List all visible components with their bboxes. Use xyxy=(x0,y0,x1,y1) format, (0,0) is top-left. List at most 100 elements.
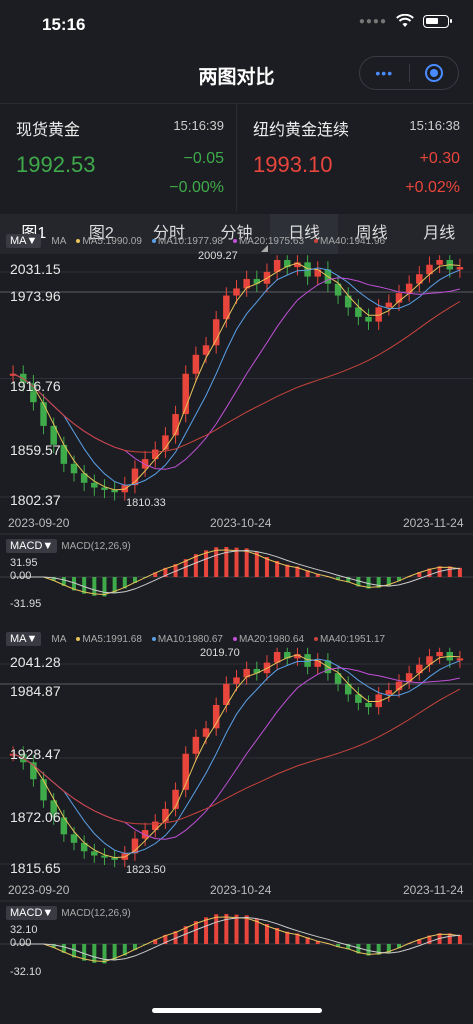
candle-body xyxy=(101,487,108,490)
macd-title: MACD(12,26,9) xyxy=(61,540,131,552)
price-label-3: 1928.47 xyxy=(10,746,61,762)
macd-selector-button[interactable]: MACD▼ xyxy=(6,539,58,553)
macd-bar xyxy=(224,547,229,577)
candle-body xyxy=(273,652,281,663)
ma20-dot xyxy=(232,238,237,243)
macd-bar xyxy=(92,577,97,596)
price-label-4: 1859.57 xyxy=(10,442,61,458)
candle-body xyxy=(162,808,169,822)
price-label-top: 2041.28 xyxy=(10,654,61,670)
tab-daily[interactable]: 日线 xyxy=(270,214,338,254)
tab-weekly[interactable]: 周线 xyxy=(355,225,388,242)
candle-body xyxy=(223,295,230,320)
macd-bar xyxy=(336,944,341,948)
candle-body xyxy=(365,316,372,322)
macd-bar xyxy=(244,548,249,577)
quote-name: 纽约黄金连续 xyxy=(253,122,350,139)
candle-body xyxy=(182,753,189,790)
macd-bar xyxy=(112,944,117,961)
macd-bar xyxy=(183,926,188,944)
macd-bar xyxy=(193,554,198,577)
candle-body xyxy=(355,694,362,703)
macd-legend: MACD▼ MACD(12,26,9) xyxy=(0,537,473,555)
macd-bar xyxy=(264,557,269,577)
candle-body xyxy=(192,736,200,754)
close-button[interactable] xyxy=(410,64,459,82)
quote-time: 15:16:39 xyxy=(173,118,224,133)
period-tabs: 图1 图2 分时 分钟 日线 周线 月线 xyxy=(0,214,473,254)
tab-intraday[interactable]: 分时 xyxy=(152,225,185,242)
quote-spot-gold[interactable]: 现货黄金 15:16:39 1992.53 −0.05 −0.00% xyxy=(0,104,236,211)
tab-monthly[interactable]: 月线 xyxy=(423,225,456,242)
macd-bar xyxy=(457,567,462,577)
macd-bar xyxy=(214,547,219,577)
macd-bar xyxy=(254,552,259,577)
macd-bar xyxy=(234,914,239,944)
kline-plot-2 xyxy=(0,647,473,964)
ma10-value: MA10:1977.98 xyxy=(157,235,223,247)
quote-panel: 现货黄金 15:16:39 1992.53 −0.05 −0.00% 纽约黄金连… xyxy=(0,103,473,211)
price-label-bottom: 1815.65 xyxy=(10,860,61,876)
quote-price: 1992.53 xyxy=(16,152,96,177)
candle-body xyxy=(91,851,98,856)
ma10-dot xyxy=(151,238,156,243)
candle-body xyxy=(273,260,281,272)
candle-body xyxy=(375,307,382,322)
candle-body xyxy=(101,855,108,858)
candle-body xyxy=(385,302,393,308)
more-icon[interactable]: ••• xyxy=(375,65,394,81)
price-label-bottom: 1802.37 xyxy=(10,492,61,508)
candle-body xyxy=(111,857,118,860)
macd-bar xyxy=(396,577,401,582)
ma-line-1 xyxy=(12,658,461,854)
tab-chart2[interactable]: 图2 xyxy=(88,225,114,242)
macd-bar xyxy=(173,931,178,944)
candle-body xyxy=(30,383,37,403)
macd-bar xyxy=(305,937,310,944)
candle-body xyxy=(70,834,78,843)
macd-bar xyxy=(254,919,259,944)
candle-body xyxy=(192,354,200,374)
low-marker: 1810.33 xyxy=(126,497,166,509)
macd-legend: MACD▼ MACD(12,26,9) xyxy=(0,904,473,922)
ma-selector-button[interactable]: MA▼ xyxy=(6,234,42,248)
low-marker: 1823.50 xyxy=(126,864,166,876)
signal-icon: ●●●● xyxy=(358,15,387,27)
macd-dea-line xyxy=(13,549,460,594)
kline-chart-2[interactable]: MA▼ MA MA5:1991.68 MA10:1980.67 MA20:198… xyxy=(0,628,473,1003)
ma-legend: MA▼ MA MA5:1990.09 MA10:1977.98 MA20:197… xyxy=(0,232,473,250)
candle-body xyxy=(355,307,362,317)
macd-label-bottom: -31.95 xyxy=(10,598,42,610)
macd-bar xyxy=(275,927,280,944)
macd-bar xyxy=(447,566,452,577)
macd-bar xyxy=(132,944,137,950)
candle-body xyxy=(202,728,210,737)
macd-bar xyxy=(315,573,320,577)
macd-bar xyxy=(356,944,361,954)
candle-body xyxy=(9,373,17,376)
tab-minute-label: 分钟 xyxy=(220,225,253,242)
tab-minute[interactable]: 分钟 xyxy=(203,214,271,254)
ma-selector-button[interactable]: MA▼ xyxy=(6,632,42,646)
macd-bar xyxy=(163,567,168,577)
quote-change: +0.30 xyxy=(419,150,460,167)
candle-body xyxy=(131,838,139,854)
price-label-2: 1973.96 xyxy=(10,288,61,304)
quote-ny-gold[interactable]: 纽约黄金连续 15:16:38 1993.10 +0.30 +0.02% xyxy=(236,104,472,211)
candle-body xyxy=(294,654,301,659)
kline-chart-1[interactable]: MA▼ MA MA5:1990.09 MA10:1977.98 MA20:197… xyxy=(0,232,473,622)
macd-bar xyxy=(112,577,117,594)
quote-change: −0.05 xyxy=(183,150,224,167)
candle-body xyxy=(131,468,139,486)
macd-bar xyxy=(427,568,432,577)
ma20-dot xyxy=(232,636,237,641)
macd-selector-button[interactable]: MACD▼ xyxy=(6,906,58,920)
macd-bar xyxy=(417,572,422,577)
candle-body xyxy=(91,482,98,488)
macd-bar xyxy=(386,577,391,586)
macd-bar xyxy=(61,577,66,586)
status-icons: ●●●● xyxy=(358,14,452,28)
ma-title: MA xyxy=(51,633,67,645)
candle-body xyxy=(426,264,433,275)
candle-body xyxy=(416,274,423,284)
